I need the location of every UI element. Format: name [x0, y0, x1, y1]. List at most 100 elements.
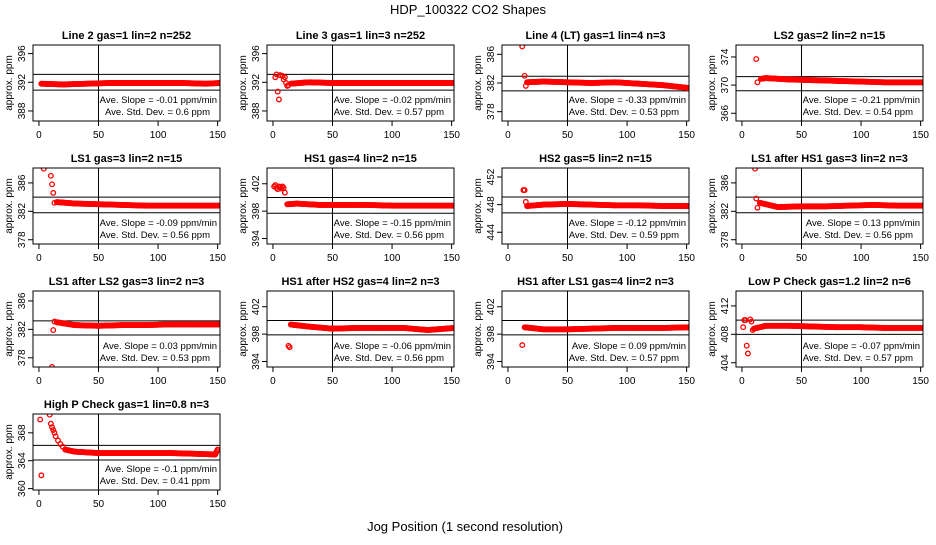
- x-axis-label: Jog Position (1 second resolution): [367, 519, 563, 534]
- y-tick-label: 368: [17, 424, 28, 441]
- y-axis-label: approx. ppm: [238, 55, 249, 111]
- x-tick-label: 150: [443, 130, 460, 141]
- plot-frame: [32, 44, 221, 122]
- x-tick-label: 150: [209, 499, 226, 510]
- x-tick-label: 150: [209, 376, 226, 387]
- data-point: [754, 204, 761, 211]
- panel-title: Low P Check gas=1.2 lin=2 n=6: [748, 276, 911, 288]
- panel-title: HS1 after HS2 gas=4 lin=2 n=3: [281, 276, 439, 288]
- x-tick-label: 50: [562, 253, 574, 264]
- x-tick-label: 50: [327, 253, 339, 264]
- x-tick-label: 0: [739, 253, 745, 264]
- y-tick-label: 382: [17, 321, 28, 338]
- y-tick-label: 378: [17, 349, 28, 366]
- plot-frame: [735, 167, 924, 245]
- std-dev-annotation: Ave. Std. Dev. = 0.57 ppm: [334, 107, 444, 118]
- std-dev-annotation: Ave. Std. Dev. = 0.57 ppm: [803, 353, 913, 364]
- data-point: [753, 195, 760, 202]
- data-point: [753, 56, 760, 63]
- x-tick-label: 100: [384, 376, 401, 387]
- slope-annotation: Ave. Slope = -0.06 ppm/min: [334, 341, 451, 352]
- data-point: [286, 344, 293, 351]
- y-tick-label: 394: [251, 230, 262, 247]
- y-axis-label: approx. ppm: [238, 301, 249, 357]
- panel-title: HS2 gas=5 lin=2 n=15: [539, 153, 652, 165]
- panel-title: LS1 gas=3 lin=2 n=15: [71, 153, 183, 165]
- panel: HS1 after LS1 gas=4 lin=2 n=3 0 50 100 150 39…: [473, 276, 695, 387]
- y-axis-label: approx. ppm: [473, 55, 484, 111]
- y-tick-label: 386: [17, 292, 28, 309]
- y-tick-label: 386: [486, 46, 497, 63]
- y-tick-label: 378: [17, 231, 28, 248]
- x-tick-label: 50: [562, 376, 574, 387]
- y-tick-label: 360: [17, 480, 28, 497]
- panel-title: HS1 gas=4 lin=2 n=15: [304, 153, 417, 165]
- slope-annotation: Ave. Slope = 0.03 ppm/min: [103, 341, 217, 352]
- plot-area: [502, 45, 689, 121]
- std-dev-annotation: Ave. Std. Dev. = 0.53 ppm: [100, 353, 210, 364]
- y-tick-label: 364: [17, 452, 28, 469]
- panel: LS1 gas=3 lin=2 n=15 0 50 100 150 378 382 386ap…: [4, 153, 226, 264]
- data-point: [281, 189, 288, 196]
- std-dev-annotation: Ave. Std. Dev. = 0.56 ppm: [803, 230, 913, 241]
- x-tick-label: 50: [796, 130, 808, 141]
- x-tick-label: 0: [505, 253, 511, 264]
- x-tick-label: 100: [619, 130, 636, 141]
- data-point: [275, 96, 282, 103]
- x-tick-label: 100: [150, 499, 167, 510]
- x-tick-label: 100: [853, 130, 870, 141]
- panel: LS1 after HS1 gas=3 lin=2 n=3 0 50 100 150 37…: [707, 153, 929, 264]
- panel: HS2 gas=5 lin=2 n=15 0 50 100 150 444 448 452ap…: [473, 153, 695, 264]
- y-tick-label: 398: [251, 325, 262, 342]
- x-tick-label: 50: [93, 253, 105, 264]
- y-tick-label: 408: [720, 326, 731, 343]
- panel-title: Line 2 gas=1 lin=2 n=252: [62, 30, 191, 42]
- y-tick-label: 382: [720, 203, 731, 220]
- data-point: [920, 202, 923, 209]
- data-point: [49, 364, 56, 367]
- data-point: [521, 72, 528, 79]
- data-point: [752, 168, 759, 172]
- slope-annotation: Ave. Slope = -0.21 ppm/min: [803, 95, 920, 106]
- y-tick-label: 402: [251, 175, 262, 192]
- y-tick-label: 402: [251, 298, 262, 315]
- plot-area: [267, 45, 454, 121]
- plot-area: [33, 168, 220, 244]
- panel-title: High P Check gas=1 lin=0.8 n=3: [44, 399, 209, 411]
- x-tick-label: 0: [739, 130, 745, 141]
- panels: Line 2 gas=1 lin=2 n=252 0 50 100 150 388 392 3…: [4, 30, 929, 510]
- std-dev-annotation: Ave. Std. Dev. = 0.56 ppm: [100, 230, 210, 241]
- slope-annotation: Ave. Slope = -0.02 ppm/min: [334, 95, 451, 106]
- panel: Line 2 gas=1 lin=2 n=252 0 50 100 150 388 392 3…: [4, 30, 226, 141]
- y-tick-label: 444: [486, 223, 497, 240]
- panel-title: LS1 after LS2 gas=3 lin=2 n=3: [49, 276, 205, 288]
- x-tick-label: 0: [270, 130, 276, 141]
- y-tick-label: 448: [486, 196, 497, 213]
- figure-title: HDP_100322 CO2 Shapes: [390, 2, 547, 17]
- panel: High P Check gas=1 lin=0.8 n=3 0 50 100 150 3…: [4, 399, 226, 510]
- x-tick-label: 0: [36, 499, 42, 510]
- x-tick-label: 50: [93, 376, 105, 387]
- data-point: [519, 342, 526, 349]
- std-dev-annotation: Ave. Std. Dev. = 0.56 ppm: [334, 353, 444, 364]
- y-tick-label: 366: [720, 104, 731, 121]
- x-tick-label: 100: [384, 130, 401, 141]
- panel-title: Line 3 gas=1 lin=3 n=252: [296, 30, 425, 42]
- y-axis-label: approx. ppm: [4, 55, 15, 111]
- plot-area: [33, 45, 220, 121]
- x-tick-label: 0: [505, 376, 511, 387]
- y-axis-label: approx. ppm: [238, 178, 249, 234]
- y-axis-label: approx. ppm: [473, 301, 484, 357]
- y-tick-label: 386: [720, 174, 731, 191]
- data-point: [451, 80, 454, 86]
- panel: Line 3 gas=1 lin=3 n=252 0 50 100 150 388 392 3…: [238, 30, 460, 141]
- data-point: [47, 420, 54, 427]
- x-tick-label: 0: [505, 130, 511, 141]
- plot-area: [267, 168, 454, 244]
- x-tick-label: 50: [93, 130, 105, 141]
- y-tick-label: 382: [17, 203, 28, 220]
- x-tick-label: 100: [150, 253, 167, 264]
- y-axis-label: approx. ppm: [707, 55, 718, 111]
- data-point: [281, 74, 288, 81]
